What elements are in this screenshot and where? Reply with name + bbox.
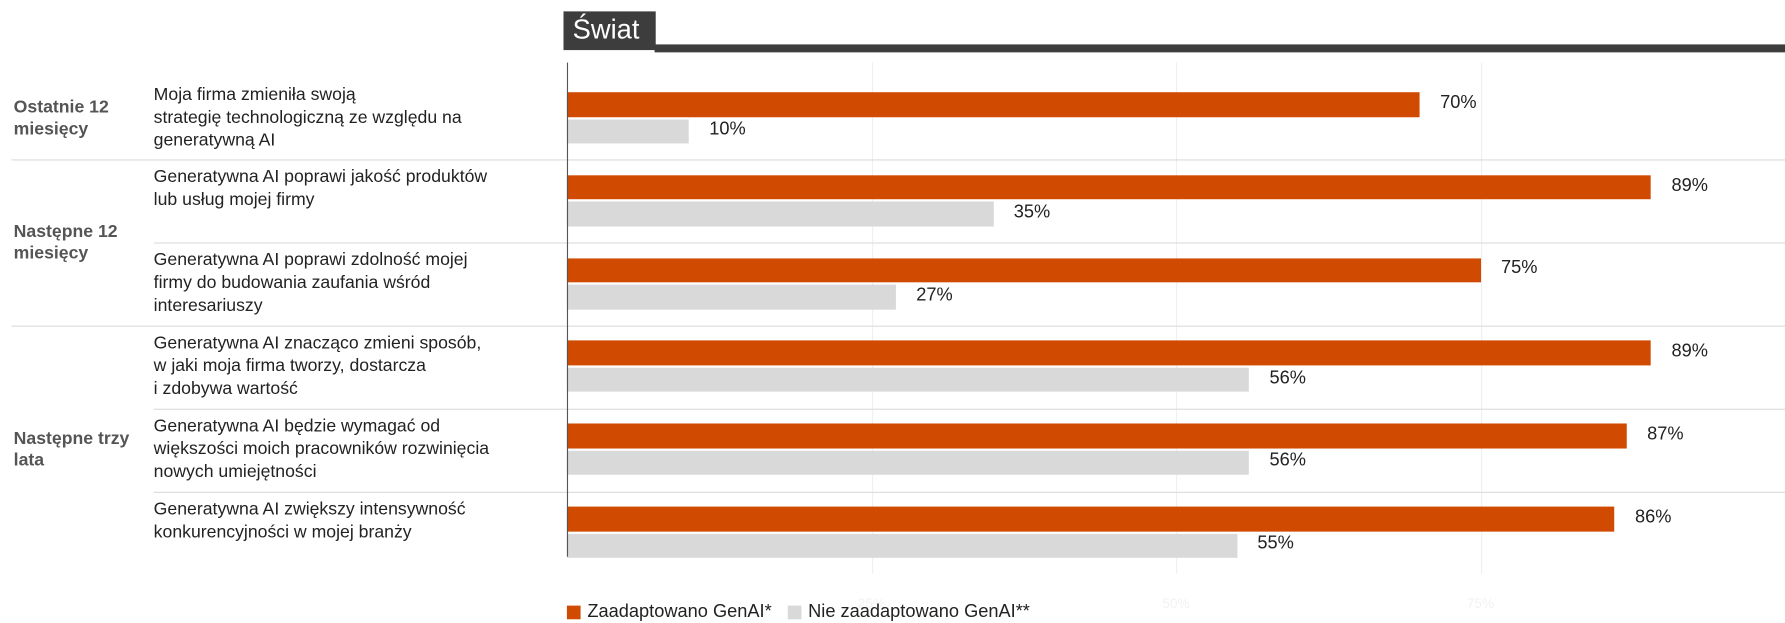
- bar: [566, 175, 1652, 200]
- value-label: 70%: [1440, 93, 1477, 113]
- value-label: 35%: [1013, 202, 1051, 223]
- bar: [566, 257, 1481, 283]
- value-label: 89%: [1671, 175, 1708, 196]
- value-label: 27%: [916, 285, 953, 305]
- row-separator: [153, 491, 1785, 493]
- category-label: Generatywna AI poprawi jakość produktów …: [153, 167, 488, 210]
- grid-line: [871, 62, 873, 575]
- category-label: Generatywna AI będzie wymagać od większo…: [153, 416, 490, 482]
- group-separator: [11, 159, 1785, 161]
- group-separator: [11, 325, 1785, 327]
- title-rule: [654, 44, 1785, 53]
- value-label: 89%: [1671, 341, 1708, 362]
- bar: [566, 284, 896, 310]
- category-label: Generatywna AI znacząco zmieni sposób, w…: [153, 333, 482, 399]
- bar: [566, 201, 994, 227]
- legend-swatch: [566, 605, 581, 620]
- category-label: Generatywna AI poprawi zdolność mojej fi…: [153, 250, 468, 316]
- chart-title: Świat: [563, 11, 656, 51]
- x-tick-label: 25%: [857, 595, 886, 612]
- value-label: 75%: [1500, 258, 1538, 279]
- row-separator: [153, 408, 1785, 410]
- row-separator: [153, 242, 1785, 244]
- legend-swatch: [787, 605, 802, 620]
- value-label: 87%: [1647, 424, 1684, 444]
- bar: [566, 450, 1250, 475]
- legend-item: Zaadaptowano GenAI*: [566, 602, 772, 622]
- legend-label: Zaadaptowano GenAI*: [587, 602, 772, 622]
- group-label: Następne trzy lata: [14, 325, 145, 574]
- value-label: 56%: [1269, 451, 1306, 471]
- bar: [566, 533, 1237, 558]
- x-tick-label: 50%: [1162, 595, 1190, 612]
- legend-label: Nie zaadaptowano GenAI**: [808, 602, 1030, 622]
- value-label: 55%: [1257, 534, 1294, 554]
- value-label: 10%: [709, 119, 746, 140]
- group-label: Ostatnie 12 miesięcy: [14, 77, 145, 160]
- value-label: 56%: [1269, 368, 1306, 388]
- bar: [566, 367, 1250, 393]
- bar: [566, 118, 689, 144]
- group-label: Następne 12 miesięcy: [14, 160, 145, 326]
- x-tick-label: 75%: [1466, 595, 1495, 612]
- value-label: 86%: [1634, 507, 1672, 527]
- group-label-text: Następne trzy lata: [13, 429, 130, 471]
- group-label-text: Ostatnie 12 miesięcy: [13, 97, 109, 139]
- grid-line: [1480, 62, 1482, 575]
- legend-item: Nie zaadaptowano GenAI**: [787, 602, 1030, 622]
- grid-line: [1175, 62, 1178, 575]
- bar: [566, 340, 1652, 366]
- bar: [566, 506, 1615, 532]
- group-label-text: Następne 12 miesięcy: [13, 222, 118, 264]
- bar: [566, 92, 1420, 117]
- axis-line: [566, 62, 569, 558]
- legend: Zaadaptowano GenAI* Nie zaadaptowano GenA…: [566, 602, 1030, 622]
- bar: [566, 423, 1627, 449]
- category-label: Moja firma zmieniła swoją strategię tech…: [153, 84, 462, 150]
- category-label: Generatywna AI zwiększy intensywność kon…: [153, 499, 466, 542]
